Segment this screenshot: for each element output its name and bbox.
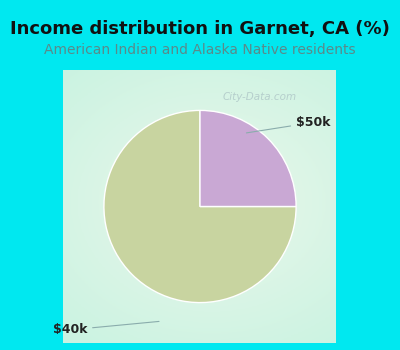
Text: American Indian and Alaska Native residents: American Indian and Alaska Native reside…: [44, 43, 356, 57]
Wedge shape: [200, 110, 296, 206]
Text: Income distribution in Garnet, CA (%): Income distribution in Garnet, CA (%): [10, 20, 390, 37]
Text: $50k: $50k: [246, 116, 330, 133]
Wedge shape: [104, 110, 296, 303]
Text: $40k: $40k: [52, 321, 159, 336]
Text: City-Data.com: City-Data.com: [223, 92, 297, 102]
